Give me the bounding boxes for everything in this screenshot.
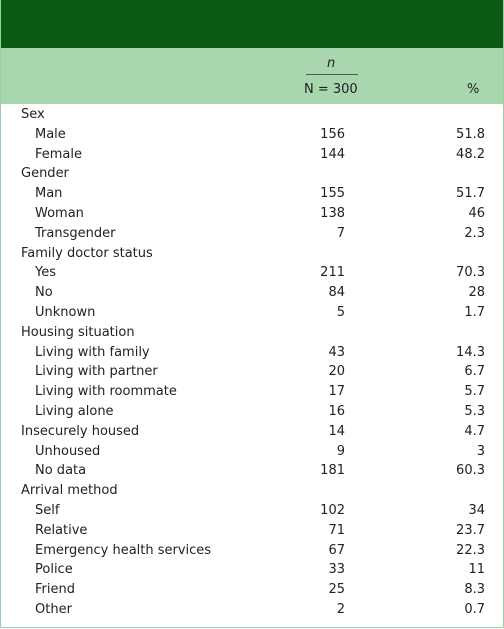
header-row: n N = 300 % — [1, 48, 503, 104]
pct-value: 51.8 — [456, 126, 485, 142]
group-label: Housing situation — [21, 324, 135, 340]
n-value: 25 — [328, 582, 345, 598]
pct-value: 6.7 — [464, 364, 485, 380]
pct-value: 4.7 — [464, 423, 485, 439]
n-value: 7 — [336, 225, 345, 241]
n-value: 156 — [320, 126, 345, 142]
group-label: Sex — [21, 107, 45, 122]
row-label: No data — [35, 463, 87, 479]
group-label: Family doctor status — [21, 245, 153, 261]
row-label: Living with partner — [35, 364, 158, 380]
pct-value: 14.3 — [456, 344, 485, 360]
n-value: 20 — [328, 364, 345, 380]
row-label: Yes — [35, 265, 56, 281]
n-value: 9 — [336, 443, 345, 459]
n-value: 144 — [320, 146, 345, 162]
row-label: Friend — [35, 582, 75, 598]
row-label: Other — [35, 602, 72, 617]
pct-value: 28 — [468, 285, 485, 301]
n-value: 43 — [328, 344, 345, 360]
pct-value: 5.3 — [464, 404, 485, 419]
pct-value: 11 — [468, 562, 485, 578]
n-value: 5 — [336, 305, 345, 320]
group-label: Insecurely housed — [21, 423, 140, 439]
pct-value: 23.7 — [456, 522, 485, 538]
row-label: Living with roommate — [35, 384, 177, 400]
n-value: 2 — [336, 602, 345, 617]
n-value: 211 — [320, 265, 345, 281]
row-label: Relative — [35, 522, 88, 538]
pct-value: 70.3 — [456, 265, 485, 281]
row-label: Male — [35, 126, 66, 142]
n-value: 16 — [328, 404, 345, 419]
n-value: 17 — [328, 384, 345, 400]
pct-value: 34 — [468, 503, 485, 518]
group-label: Arrival method — [21, 483, 118, 499]
pct-value: 51.7 — [456, 186, 485, 202]
header-rule — [306, 74, 358, 75]
row-label: Police — [35, 562, 73, 578]
pct-value: 60.3 — [456, 463, 485, 479]
row-label: Living with family — [35, 344, 150, 360]
row-label: Woman — [35, 206, 84, 221]
pct-value: 48.2 — [456, 146, 485, 162]
n-value: 181 — [320, 463, 345, 479]
pct-value: 0.7 — [464, 602, 485, 617]
pct-value: 5.7 — [464, 384, 485, 400]
row-label: No — [35, 285, 53, 301]
pct-value: 22.3 — [456, 542, 485, 558]
row-label: Living alone — [35, 404, 114, 419]
group-label: Gender — [21, 166, 69, 182]
row-label: Transgender — [35, 225, 116, 241]
row-label: Unhoused — [35, 443, 101, 459]
n-value: 138 — [320, 206, 345, 221]
row-label: Man — [35, 186, 63, 202]
pct-label: % — [467, 82, 480, 97]
row-label: Self — [35, 503, 60, 518]
pct-value: 46 — [468, 206, 485, 221]
count-label: N = 300 — [304, 82, 358, 97]
pct-value: 8.3 — [464, 582, 485, 598]
pct-value: 3 — [476, 443, 485, 459]
n-value: 102 — [320, 503, 345, 518]
n-label: n — [327, 56, 336, 71]
n-value: 14 — [328, 423, 345, 439]
row-label: Female — [35, 146, 83, 162]
pct-value: 2.3 — [464, 225, 485, 241]
pct-value: 1.7 — [464, 305, 485, 320]
row-label: Unknown — [35, 305, 96, 320]
title-bar — [1, 0, 503, 48]
n-value: 84 — [328, 285, 345, 301]
row-label: Emergency health services — [35, 542, 212, 558]
n-value: 71 — [328, 522, 345, 538]
n-value: 67 — [328, 542, 345, 558]
n-value: 155 — [320, 186, 345, 202]
n-value: 33 — [328, 562, 345, 578]
